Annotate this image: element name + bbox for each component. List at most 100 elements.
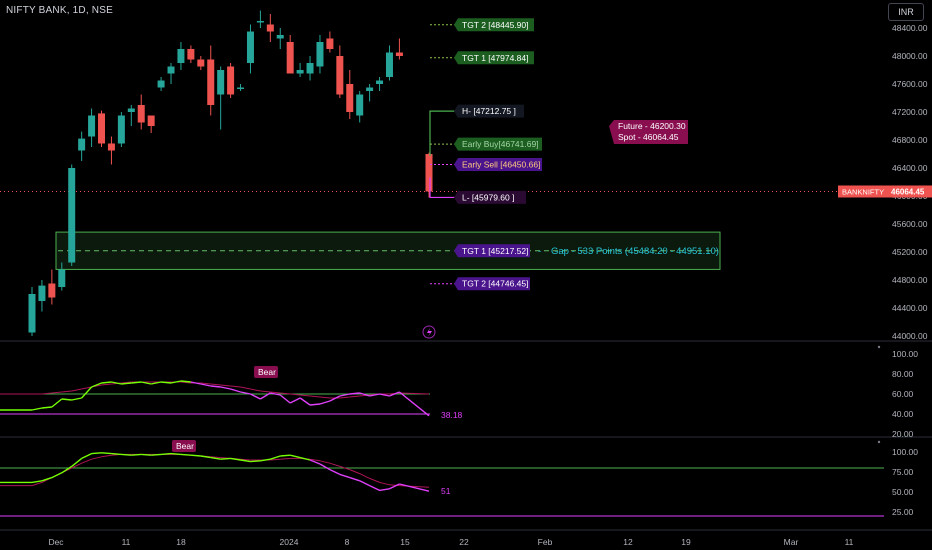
rsi-ma-line	[220, 384, 231, 387]
future-spot-box	[609, 120, 688, 144]
osc-line	[270, 455, 281, 460]
target1-down-label: TGT 1 [45217.52]	[462, 246, 528, 256]
osc-line	[299, 456, 311, 461]
bear-badge-osc: Bear	[176, 441, 194, 451]
gap-dash: -	[538, 246, 541, 257]
rsi-line	[398, 391, 430, 417]
osc-line	[250, 460, 261, 463]
osc-line	[329, 468, 341, 476]
osc-ma-line	[369, 477, 380, 483]
low-label-box	[454, 190, 526, 204]
time-axis-label: Mar	[784, 537, 799, 547]
osc-ma-line	[349, 469, 360, 475]
time-axis-label: 8	[345, 537, 350, 547]
candle-body	[266, 24, 274, 32]
candle-body	[177, 49, 185, 63]
rsi-line	[250, 393, 261, 400]
rsi-ma-line	[51, 391, 62, 394]
rsi-value: 38.18	[441, 410, 463, 420]
candle-body	[276, 35, 284, 39]
osc-axis-label: 50.00	[892, 487, 914, 497]
osc-line	[170, 452, 182, 456]
candle-body	[98, 113, 106, 144]
candle-body	[48, 283, 56, 298]
target1-down-label-box	[454, 244, 530, 258]
candle-body	[107, 143, 115, 151]
time-axis-label: 15	[400, 537, 410, 547]
rsi-line	[111, 381, 122, 385]
high-label: H- [47212.75 ]	[462, 106, 516, 116]
bear-badge-osc-box	[172, 440, 196, 452]
rsi-ma-line	[71, 388, 82, 392]
rsi-line	[91, 382, 102, 388]
rsi-ma-line	[309, 395, 321, 398]
time-axis-label: 18	[176, 537, 186, 547]
osc-ma-line	[379, 481, 390, 486]
osc-ma-line	[91, 456, 102, 460]
candle-body	[356, 94, 364, 116]
osc-ma-line	[210, 456, 221, 459]
target2-up-label-box	[454, 18, 534, 32]
osc-line	[61, 465, 73, 474]
osc-ma-line	[71, 462, 82, 469]
rsi-line	[349, 392, 360, 395]
rsi-line	[319, 400, 331, 405]
rsi-line	[41, 406, 52, 409]
candle-body	[137, 105, 145, 123]
high-label-box	[454, 104, 524, 118]
osc-line	[359, 480, 370, 487]
low-line	[429, 177, 456, 199]
price-axis-label: 46800.00	[892, 135, 928, 145]
candle-body	[28, 294, 36, 333]
rsi-ma-line	[270, 391, 281, 394]
osc-ma-line	[309, 458, 321, 462]
candle-body	[306, 63, 314, 74]
rsi-line	[180, 380, 191, 383]
candle-body	[326, 38, 334, 49]
osc-ma-line	[280, 457, 291, 460]
osc-line	[309, 459, 321, 465]
bear-badge-rsi: Bear	[258, 367, 276, 377]
target2-down-label: TGT 2 [44746.45]	[462, 279, 528, 289]
currency-button[interactable]: INR	[888, 3, 924, 21]
rsi-line	[31, 407, 43, 411]
lightning-icon[interactable]	[422, 325, 436, 339]
price-axis-label: 48000.00	[892, 51, 928, 61]
rsi-line	[81, 386, 93, 399]
rsi-axis-label: 40.00	[892, 409, 914, 419]
candle-body	[366, 87, 374, 91]
candle-body	[217, 70, 225, 95]
osc-ma-line	[240, 458, 251, 461]
panel-menu-dot[interactable]	[877, 440, 881, 444]
rsi-line	[309, 403, 321, 406]
rsi-axis-label: 60.00	[892, 389, 914, 399]
price-axis-label: 47200.00	[892, 107, 928, 117]
osc-axis-label: 25.00	[892, 507, 914, 517]
osc-line	[339, 473, 350, 479]
candle-body	[286, 42, 294, 74]
rsi-ma-line	[180, 381, 191, 384]
price-tag-box	[888, 185, 932, 198]
early-sell-label: Early Sell [46450.66]	[462, 159, 540, 169]
rsi-line	[141, 381, 152, 385]
rsi-line	[51, 398, 63, 408]
rsi-ma-line	[399, 392, 430, 395]
price-axis-label: 44800.00	[892, 275, 928, 285]
osc-line	[31, 480, 43, 484]
candle-body	[147, 115, 155, 126]
rsi-axis-label: 20.00	[892, 429, 914, 439]
panel-menu-dot[interactable]	[877, 345, 881, 349]
osc-line	[51, 472, 63, 479]
rsi-line	[121, 382, 132, 385]
rsi-ma-line	[230, 385, 241, 388]
candle-body	[78, 138, 86, 151]
candle-body	[227, 66, 235, 95]
osc-line	[379, 488, 390, 492]
osc-ma-line	[31, 481, 43, 487]
osc-ma-line	[81, 458, 92, 464]
rsi-axis-label: 80.00	[892, 369, 914, 379]
price-axis-label: 44400.00	[892, 303, 928, 313]
rsi-line	[161, 381, 172, 384]
candle-body	[376, 80, 384, 84]
